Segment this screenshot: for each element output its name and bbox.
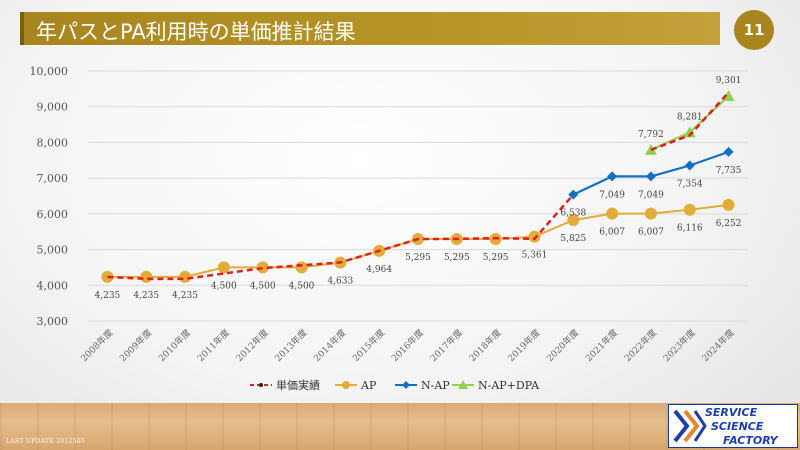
y-tick-label: 7,000 bbox=[37, 172, 69, 185]
data-label: 5,295 bbox=[483, 253, 509, 263]
legend-marker bbox=[402, 381, 410, 389]
marker-diamond bbox=[723, 146, 734, 157]
x-tick-label: 2021年度 bbox=[583, 327, 620, 364]
page-number-badge: 11 bbox=[734, 10, 774, 50]
data-label: 4,633 bbox=[327, 277, 353, 287]
logo-mark-icon bbox=[673, 409, 707, 443]
data-label: 6,007 bbox=[599, 228, 625, 238]
marker-diamond bbox=[607, 171, 618, 182]
marker-circle bbox=[179, 270, 192, 283]
marker-circle bbox=[644, 207, 657, 220]
line-chart: 3,000 4,000 5,000 6,000 7,000 8,000 9,000 10,00… bbox=[30, 65, 748, 392]
x-tick-label: 2008年度 bbox=[78, 327, 115, 364]
y-tick-label: 9,000 bbox=[37, 101, 69, 114]
y-tick-label: 6,000 bbox=[37, 208, 69, 221]
data-label: 5,825 bbox=[560, 234, 586, 244]
legend-marker bbox=[259, 383, 263, 387]
data-label: 7,049 bbox=[638, 190, 664, 200]
last-update-text: LAST UPDATE 2012505 bbox=[6, 438, 85, 445]
marker-circle bbox=[217, 261, 230, 274]
series-line bbox=[107, 193, 575, 281]
marker-triangle bbox=[683, 126, 696, 138]
data-label: 4,235 bbox=[95, 291, 121, 301]
chart-legend: 単価実績 AP N-AP N-AP+DPA bbox=[250, 378, 540, 392]
data-label: 5,295 bbox=[405, 253, 431, 263]
data-label: 7,792 bbox=[638, 130, 664, 140]
data-label: 5,295 bbox=[444, 253, 470, 263]
x-tick-label: 2010年度 bbox=[156, 327, 193, 364]
legend-marker bbox=[342, 381, 350, 389]
marker-circle bbox=[567, 214, 580, 227]
legend-label: N-AP bbox=[421, 379, 450, 392]
legend-item: N-AP+DPA bbox=[452, 379, 540, 392]
x-tick-label: 2015年度 bbox=[350, 327, 387, 364]
series-line bbox=[650, 91, 730, 152]
legend-label: 単価実績 bbox=[276, 378, 320, 392]
data-label: 4,235 bbox=[172, 291, 198, 301]
logo-text-line3: FACTORY bbox=[723, 434, 778, 447]
data-label: 6,007 bbox=[638, 228, 664, 238]
y-tick-label: 3,000 bbox=[37, 315, 69, 328]
x-tick-label: 2017年度 bbox=[428, 327, 465, 364]
marker-circle bbox=[295, 261, 308, 274]
marker-circle bbox=[683, 203, 696, 216]
x-tick-label: 2018年度 bbox=[466, 327, 503, 364]
y-tick-label: 5,000 bbox=[37, 244, 69, 257]
data-label: 7,735 bbox=[716, 166, 742, 176]
x-tick-label: 2011年度 bbox=[195, 327, 232, 364]
legend-label: N-AP+DPA bbox=[478, 379, 540, 392]
marker-circle bbox=[256, 261, 269, 274]
title-bar: 年パスとPA利用時の単価推計結果 bbox=[20, 12, 720, 45]
wood-floor-background bbox=[0, 403, 800, 450]
data-label: 4,235 bbox=[133, 291, 159, 301]
marker-circle bbox=[606, 207, 619, 220]
marker-circle bbox=[528, 230, 541, 243]
marker-circle bbox=[722, 198, 735, 211]
x-tick-label: 2016年度 bbox=[389, 327, 426, 364]
x-tick-label: 2009年度 bbox=[117, 327, 154, 364]
data-label: 9,301 bbox=[716, 76, 742, 86]
legend-item: 単価実績 bbox=[250, 378, 320, 392]
company-logo: SERVICE SCIENCE FACTORY bbox=[668, 404, 798, 448]
data-label: 8,281 bbox=[677, 112, 703, 122]
x-tick-label: 2023年度 bbox=[660, 327, 697, 364]
x-tick-label: 2022年度 bbox=[622, 327, 659, 364]
x-tick-label: 2024年度 bbox=[699, 327, 736, 364]
x-tick-label: 2019年度 bbox=[505, 327, 542, 364]
marker-diamond bbox=[684, 160, 695, 171]
y-tick-label: 8,000 bbox=[37, 136, 69, 149]
data-label: 4,500 bbox=[250, 281, 276, 291]
legend-marker bbox=[458, 380, 468, 389]
marker-triangle bbox=[722, 89, 735, 101]
data-label: 4,964 bbox=[366, 265, 392, 275]
marker-diamond bbox=[645, 171, 656, 182]
data-label: 4,500 bbox=[211, 281, 237, 291]
data-label: 4,500 bbox=[289, 281, 315, 291]
logo-text-line1: SERVICE bbox=[705, 406, 758, 419]
data-label: 6,252 bbox=[716, 219, 742, 229]
legend-item: N-AP bbox=[395, 379, 450, 392]
data-label: 7,049 bbox=[599, 190, 625, 200]
data-label: 5,361 bbox=[522, 251, 548, 261]
logo-text-line2: SCIENCE bbox=[711, 420, 764, 433]
data-label: 6,116 bbox=[677, 224, 703, 234]
x-tick-label: 2012年度 bbox=[233, 327, 270, 364]
data-label: 7,354 bbox=[677, 180, 703, 190]
data-label: 6,538 bbox=[560, 209, 586, 219]
x-tick-label: 2020年度 bbox=[544, 327, 581, 364]
y-tick-label: 10,000 bbox=[30, 65, 69, 78]
x-tick-label: 2013年度 bbox=[272, 327, 309, 364]
marker-circle bbox=[140, 270, 153, 283]
slide-title: 年パスとPA利用時の単価推計結果 bbox=[36, 20, 356, 44]
legend-label: AP bbox=[360, 379, 377, 392]
legend-item: AP bbox=[335, 379, 377, 392]
y-tick-label: 4,000 bbox=[37, 279, 69, 292]
x-tick-label: 2014年度 bbox=[311, 327, 348, 364]
